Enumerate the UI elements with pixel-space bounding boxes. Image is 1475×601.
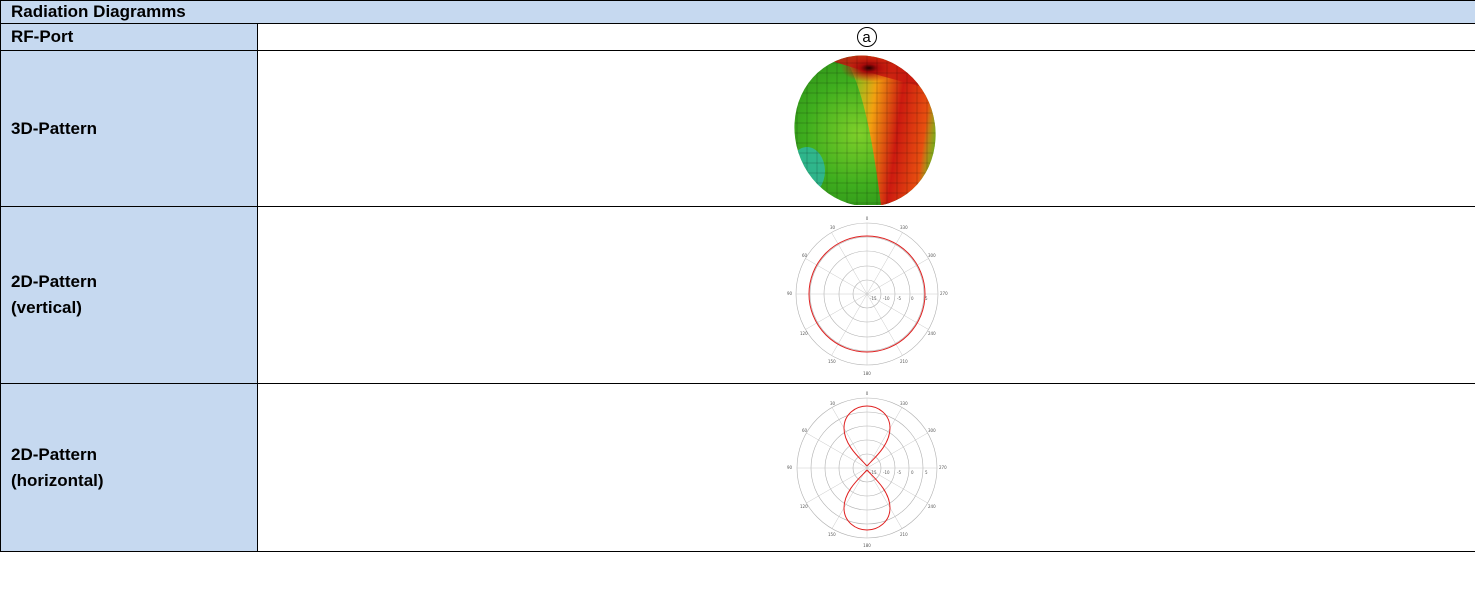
radial-label-0: 0 [911, 296, 914, 301]
h-angle-label-120: 120 [800, 504, 808, 509]
row-label-2d-vertical-line1: 2D-Pattern [11, 272, 97, 291]
row-label-2d-vertical: 2D-Pattern (vertical) [0, 206, 258, 384]
h-angle-label-60: 60 [802, 428, 808, 433]
radial-label-m15: -15 [870, 296, 877, 301]
h-angle-label-330: 330 [900, 401, 908, 406]
pattern-trace-horizontal [842, 404, 891, 531]
radial-label-m10: -10 [883, 296, 890, 301]
3d-pattern-cell [256, 50, 1475, 207]
radiation-diagram-table: Radiation Diagramms RF-Port a 3D-Pattern [0, 0, 1475, 552]
radial-label-5: 5 [925, 296, 928, 301]
h-angle-label-300: 300 [928, 428, 936, 433]
radial-label-m5: -5 [897, 296, 901, 301]
row-label-2d-horizontal-line1: 2D-Pattern [11, 444, 97, 464]
angle-label-300: 300 [928, 253, 936, 258]
row-label-3d-pattern: 3D-Pattern [0, 50, 258, 207]
polar-spokes-horizontal [796, 397, 937, 538]
polar-plot-vertical: 0 180 30 60 90 120 150 210 240 270 300 3… [787, 216, 948, 376]
angle-label-bottom: 180 [863, 371, 871, 376]
2d-vertical-cell: 0 180 30 60 90 120 150 210 240 270 300 3… [256, 206, 1475, 384]
h-angle-label-0: 0 [865, 391, 868, 396]
h-angle-label-90: 90 [787, 465, 793, 470]
table-title: Radiation Diagramms [0, 0, 1475, 24]
h-radial-label-0: 0 [911, 470, 914, 475]
angle-label-210: 210 [900, 359, 908, 364]
h-angle-label-270: 270 [939, 465, 947, 470]
angle-label-top: 0 [865, 216, 868, 221]
row-label-rf-port: RF-Port [0, 23, 258, 51]
h-angle-label-210: 210 [900, 532, 908, 537]
rf-port-circled-letter: a [856, 27, 877, 47]
angle-label-240: 240 [928, 331, 936, 336]
h-angle-label-240: 240 [928, 504, 936, 509]
h-radial-label-5: 5 [925, 470, 928, 475]
h-radial-label-m15: -15 [870, 470, 877, 475]
row-label-2d-horizontal: 2D-Pattern (horizontal) [0, 383, 258, 552]
h-radial-label-m10: -10 [883, 470, 890, 475]
polar-spokes-vertical [795, 223, 938, 365]
polar-plot-horizontal: 0 180 30 60 90 120 150 210 240 270 300 3… [787, 391, 947, 548]
3d-pattern-image [786, 52, 947, 205]
2d-horizontal-cell: 0 180 30 60 90 120 150 210 240 270 300 3… [256, 383, 1475, 552]
h-angle-label-180: 180 [863, 543, 871, 548]
angle-label-270: 270 [940, 291, 948, 296]
angle-label-120: 120 [800, 331, 808, 336]
row-label-2d-vertical-line2: (vertical) [11, 298, 82, 317]
angle-label-330: 330 [900, 225, 908, 230]
pattern-trace-vertical [808, 235, 925, 353]
h-angle-label-150: 150 [828, 532, 836, 537]
angle-label-30: 30 [830, 225, 836, 230]
angle-label-150: 150 [828, 359, 836, 364]
h-radial-label-m5: -5 [897, 470, 901, 475]
rf-port-cell: a [256, 23, 1475, 51]
row-label-2d-horizontal-line2: (horizontal) [11, 470, 104, 490]
h-angle-label-30: 30 [830, 401, 836, 406]
angle-label-90: 90 [787, 291, 793, 296]
angle-label-60: 60 [802, 253, 808, 258]
